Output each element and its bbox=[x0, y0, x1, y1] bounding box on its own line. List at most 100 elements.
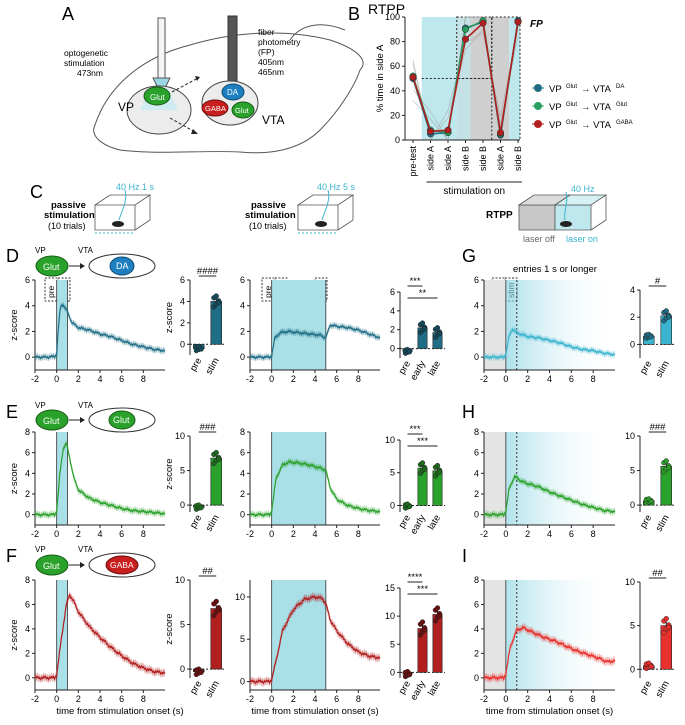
chart-g2: 0 2 4 pre stim # bbox=[630, 276, 675, 380]
row-f-vta: VTA bbox=[78, 545, 94, 554]
G1-sem-band bbox=[484, 326, 615, 362]
b-point bbox=[462, 25, 469, 33]
F4-dot bbox=[419, 619, 426, 625]
D2-xtick-label: stim bbox=[204, 356, 222, 377]
G2-ytick-label: 0 bbox=[630, 339, 635, 349]
D3-xtick-label: 6 bbox=[334, 374, 339, 384]
D2-xtick-label: pre bbox=[188, 356, 204, 373]
G1-xtick-label: 8 bbox=[591, 374, 596, 384]
row-f-glut-cell bbox=[35, 554, 69, 576]
E3-stim-shade bbox=[271, 432, 326, 525]
F3-mean-trace bbox=[249, 595, 381, 685]
I1-xtick-label: 2 bbox=[525, 694, 530, 704]
I2-dot bbox=[665, 624, 672, 630]
fiber-label-1: fiber bbox=[258, 27, 275, 37]
D1-mean-trace bbox=[34, 303, 166, 360]
I1-ytick-label: 6 bbox=[474, 599, 479, 609]
D2-dot bbox=[213, 293, 219, 299]
chart-f2: 0 5 10 z-score pre stim ## bbox=[164, 566, 225, 700]
E2-dot bbox=[213, 449, 219, 456]
G2-dot bbox=[665, 314, 672, 320]
G2-xtick-label: stim bbox=[654, 359, 672, 380]
passive-label-2a: passive bbox=[251, 200, 286, 211]
F1-xtick-label: 0 bbox=[54, 694, 59, 704]
b-xtick-label: side B bbox=[513, 146, 523, 171]
chamber-1 bbox=[93, 189, 152, 234]
row-d-vp: VP bbox=[35, 246, 46, 255]
F4-sig-label-1: **** bbox=[408, 572, 423, 583]
chart-h2: 0 5 10 pre stim ### bbox=[625, 422, 675, 534]
vta-label-a: VTA bbox=[262, 113, 284, 127]
H1-xtick-label: 4 bbox=[547, 529, 552, 539]
D3-ytick-label: 2 bbox=[240, 326, 245, 336]
E3-xtick-label: -2 bbox=[246, 529, 254, 539]
F2-dot bbox=[211, 612, 217, 619]
E4-dot bbox=[406, 503, 413, 510]
chart-e2: 0 5 10 z-score pre stim ### bbox=[164, 422, 225, 534]
panel-c: C passive stimulation (10 trials) 40 Hz … bbox=[30, 182, 608, 244]
H1-mean-trace bbox=[483, 474, 616, 518]
I1-xtick-label: 6 bbox=[569, 694, 574, 704]
b-xtick-label: side B bbox=[461, 146, 471, 171]
D4-dot bbox=[436, 330, 443, 337]
G1-xtick-label: 2 bbox=[525, 374, 530, 384]
I2-dot bbox=[661, 629, 667, 636]
E1-ylabel: z-score bbox=[9, 463, 20, 494]
H1-ytick-label: 2 bbox=[474, 489, 479, 499]
E4-ytick-label: 5 bbox=[390, 468, 395, 478]
row-f-glut: Glut bbox=[43, 561, 60, 571]
D1-ytick-label: 6 bbox=[25, 275, 30, 285]
glut-label-a: Glut bbox=[150, 93, 165, 102]
E4-ytick-label: 10 bbox=[385, 435, 395, 445]
D1-ylabel: z-score bbox=[9, 309, 20, 340]
row-d-glut-cell bbox=[35, 255, 69, 277]
chart-d2: 0 2 4 6 z-score pre stim #### bbox=[164, 266, 225, 377]
da-label-a: DA bbox=[227, 88, 239, 97]
optic-fiber bbox=[157, 17, 166, 79]
G2-xtick-label: pre bbox=[638, 359, 654, 376]
b-legend-vp: VP bbox=[549, 102, 562, 113]
chart-d1: 0 2 4 6 -2 0 2 4 6 8 z-score bbox=[9, 275, 166, 384]
b-legend-sup2: GABA bbox=[616, 120, 633, 126]
G1-stim-gradient bbox=[505, 280, 615, 370]
row-f-arrowhead bbox=[80, 562, 85, 568]
E1-xtick-label: 8 bbox=[141, 529, 146, 539]
opto-label-3: 473nm bbox=[77, 68, 103, 78]
E4-dot bbox=[419, 460, 426, 466]
F1-ytick-label: 0 bbox=[25, 673, 30, 683]
rtpp-chamber bbox=[517, 191, 608, 231]
D2-dot bbox=[198, 346, 204, 352]
E3-ytick-label: 0 bbox=[240, 510, 245, 520]
panel-label-i: I bbox=[462, 546, 467, 566]
D3-xtick-label: 2 bbox=[291, 374, 296, 384]
chart-i1: 0 2 4 6 8 -2 0 2 4 6 8 time from stimulation onset … bbox=[474, 575, 616, 717]
F4-sig-label-2: *** bbox=[417, 584, 428, 595]
b-legend-sup1: Glut bbox=[566, 102, 577, 108]
projection-arrowhead-2 bbox=[191, 129, 198, 134]
F3-ytick-label: 5 bbox=[240, 634, 245, 644]
passive-label-1c: (10 trials) bbox=[48, 221, 86, 231]
E1-xtick-label: 2 bbox=[76, 529, 81, 539]
E2-ytick-label: 10 bbox=[175, 431, 185, 441]
H1-pre-shade bbox=[484, 432, 506, 525]
E2-sig-label: ### bbox=[200, 422, 217, 433]
H2-xtick-label: pre bbox=[638, 513, 654, 530]
E4-sig-label-1: *** bbox=[409, 424, 420, 435]
D4-ytick-label: 2 bbox=[390, 325, 395, 335]
F4-dot bbox=[421, 627, 428, 633]
b-legend-arrow: → VTA bbox=[581, 102, 612, 113]
D3-ytick-label: 4 bbox=[240, 301, 245, 311]
b-legend-sup1: Glut bbox=[566, 84, 577, 90]
F3-ytick-label: 10 bbox=[235, 592, 245, 602]
I1-xlabel: time from stimulation onset (s) bbox=[486, 706, 613, 717]
freq-1s-label: 40 Hz 1 s bbox=[116, 182, 155, 192]
I2-ytick-label: 5 bbox=[630, 621, 635, 631]
E2-ytick-label: 5 bbox=[180, 466, 185, 476]
I2-xtick-label: stim bbox=[654, 679, 672, 700]
